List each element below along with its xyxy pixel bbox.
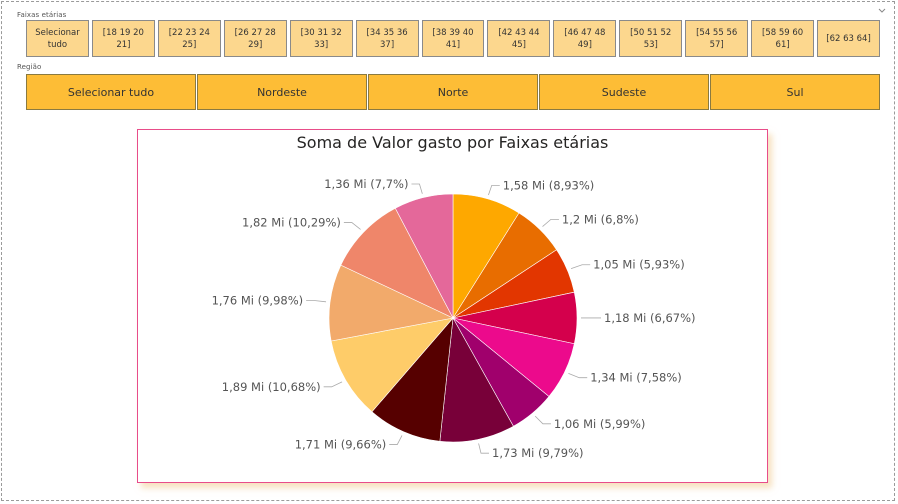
chart-title: Soma de Valor gasto por Faixas etárias: [296, 133, 609, 152]
age-tile-12[interactable]: [62 63 64]: [817, 20, 880, 57]
age-tile-8[interactable]: [46 47 48 49]: [553, 20, 617, 57]
age-tile-2[interactable]: [22 23 24 25]: [157, 20, 221, 57]
data-label-4: 1,34 Mi (7,58%): [590, 371, 682, 385]
leader-line-9: [306, 300, 327, 303]
region-tile-3[interactable]: Sudeste: [539, 74, 709, 110]
data-label-5: 1,06 Mi (5,99%): [554, 417, 646, 431]
pie-slice-8[interactable]: [330, 317, 454, 413]
region-slicer: Selecionar tudo Nordeste Norte Sudeste Sul: [26, 74, 880, 110]
data-label-9: 1,76 Mi (9,98%): [212, 294, 304, 308]
data-label-3: 1,18 Mi (6,67%): [604, 311, 696, 325]
age-tile-1[interactable]: [18 19 20 21]: [91, 20, 155, 57]
pie-slice-6[interactable]: [439, 317, 514, 443]
age-tile-6[interactable]: [38 39 40 41]: [421, 20, 485, 57]
data-label-1: 1,2 Mi (6,8%): [562, 212, 639, 226]
age-tile-9[interactable]: [50 51 52 53]: [619, 20, 683, 57]
region-slicer-title: Região: [17, 63, 42, 71]
chevron-down-icon[interactable]: [878, 8, 886, 14]
leader-line-8: [323, 381, 343, 388]
leader-line-7: [389, 435, 403, 445]
leader-line-11: [411, 183, 423, 194]
data-label-0: 1,58 Mi (8,93%): [503, 178, 595, 192]
data-label-8: 1,89 Mi (10,68%): [222, 380, 321, 394]
age-tile-4[interactable]: [30 31 32 33]: [289, 20, 353, 57]
age-tile-5[interactable]: [34 35 36 37]: [355, 20, 419, 57]
pie-slice-9[interactable]: [328, 264, 454, 342]
leader-line-10: [343, 222, 361, 230]
age-tile-3[interactable]: [26 27 28 29]: [223, 20, 287, 57]
age-slicer-title: Faixas etárias: [17, 11, 67, 19]
data-label-7: 1,71 Mi (9,66%): [295, 438, 387, 452]
pie-slice-10[interactable]: [340, 207, 454, 319]
age-tile-0[interactable]: Selecionar tudo: [26, 20, 89, 57]
region-tile-1[interactable]: Nordeste: [197, 74, 367, 110]
leader-line-1: [542, 218, 559, 227]
pie-slice-7[interactable]: [371, 317, 454, 442]
region-tile-0[interactable]: Selecionar tudo: [26, 74, 196, 110]
pie-slice-11[interactable]: [394, 193, 454, 319]
region-tile-2[interactable]: Norte: [368, 74, 538, 110]
leader-line-4: [568, 373, 588, 379]
age-tile-11[interactable]: [58 59 60 61]: [751, 20, 815, 57]
leader-line-0: [488, 184, 500, 196]
age-slicer: Selecionar tudo [18 19 20 21] [22 23 24 25…: [26, 20, 880, 57]
age-tile-10[interactable]: [54 55 56 57]: [685, 20, 749, 57]
age-tile-7[interactable]: [42 43 44 45]: [487, 20, 551, 57]
region-tile-4[interactable]: Sul: [710, 74, 880, 110]
leader-line-6: [478, 443, 490, 454]
leader-line-2: [570, 264, 591, 269]
data-label-10: 1,82 Mi (10,29%): [242, 216, 341, 230]
data-label-6: 1,73 Mi (9,79%): [492, 446, 584, 460]
data-label-11: 1,36 Mi (7,7%): [324, 177, 408, 191]
leader-line-5: [534, 415, 551, 425]
data-label-2: 1,05 Mi (5,93%): [593, 258, 685, 272]
